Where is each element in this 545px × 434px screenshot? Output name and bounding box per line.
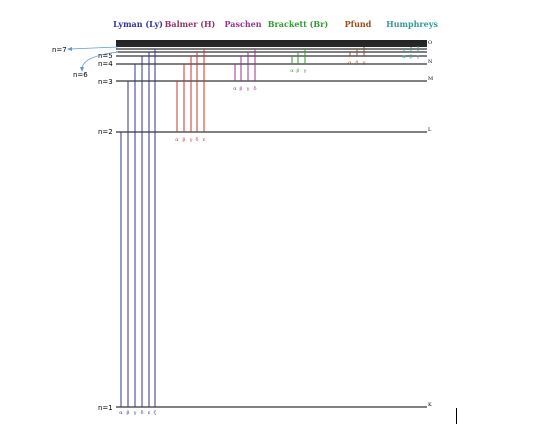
header-brackett: Brackett (Br) [268, 19, 329, 29]
shell-label-L: L [428, 127, 432, 133]
shell-label-M: M [428, 76, 433, 82]
level-label-n7: n=7 [52, 46, 67, 54]
greek-label-humphreys-3: γ [417, 54, 420, 60]
level-label-n3: n=3 [98, 78, 113, 86]
energy-levels [116, 48, 427, 408]
greek-label-balmer-2: β [183, 137, 186, 143]
greek-label-lyman-1: α [119, 410, 123, 416]
level-label-n2: n=2 [98, 128, 113, 136]
high-level-fill [116, 40, 427, 47]
greek-label-lyman-5: ε [148, 410, 151, 416]
header-humphreys: Humphreys [386, 19, 438, 29]
high-level-band [116, 40, 427, 47]
greek-label-lyman-4: δ [140, 410, 143, 416]
greek-label-balmer-4: δ [195, 137, 198, 143]
header-balmer: Balmer (H) [165, 19, 216, 29]
header-lyman: Lyman (Ly) [113, 19, 163, 29]
level-label-n4: n=4 [98, 60, 113, 68]
greek-label-pfund-3: γ [363, 60, 366, 66]
text-cursor [456, 408, 457, 424]
arrow-n7 [69, 46, 119, 50]
greek-label-lyman-3: γ [134, 410, 137, 416]
shell-label-N: N [428, 59, 433, 65]
shell-labels: K L M N O [428, 40, 433, 408]
greek-label-lyman-2: β [127, 410, 130, 416]
shell-label-O: O [428, 40, 432, 46]
pointer-arrows [67, 46, 119, 72]
header-pfund: Pfund [345, 19, 372, 29]
greek-label-pfund-2: β [356, 60, 359, 66]
arrow-n6 [81, 51, 119, 69]
level-labels: n=1 n=2 n=3 n=4 n=5 n=6 n=7 [52, 46, 113, 412]
series-headers: Lyman (Ly) Balmer (H) Paschen Brackett (… [113, 19, 438, 29]
greek-label-pfund-1: α [348, 60, 352, 66]
header-paschen: Paschen [224, 19, 261, 29]
greek-label-paschen-3: γ [247, 86, 250, 92]
greek-label-balmer-3: γ [190, 137, 193, 143]
level-label-n1: n=1 [98, 404, 113, 412]
arrowhead-n7 [67, 47, 72, 51]
transitions: α β γ δ ε ζα β γ δ εα β γ δα β γα β γα β γ [119, 46, 420, 416]
greek-label-paschen-1: α [233, 86, 237, 92]
greek-label-humphreys-1: α [402, 54, 406, 60]
greek-label-brackett-1: α [290, 68, 294, 74]
level-label-n6: n=6 [73, 71, 88, 79]
greek-label-humphreys-2: β [410, 54, 413, 60]
greek-label-brackett-2: β [297, 68, 300, 74]
level-label-n5: n=5 [98, 52, 113, 60]
shell-label-K: K [428, 402, 432, 408]
greek-label-brackett-3: γ [304, 68, 307, 74]
greek-label-balmer-1: α [175, 137, 179, 143]
greek-label-paschen-4: δ [253, 86, 256, 92]
arrowhead-n6 [80, 67, 84, 72]
greek-label-balmer-5: ε [203, 137, 206, 143]
greek-label-paschen-2: β [240, 86, 243, 92]
greek-label-lyman-6: ζ [154, 410, 157, 416]
